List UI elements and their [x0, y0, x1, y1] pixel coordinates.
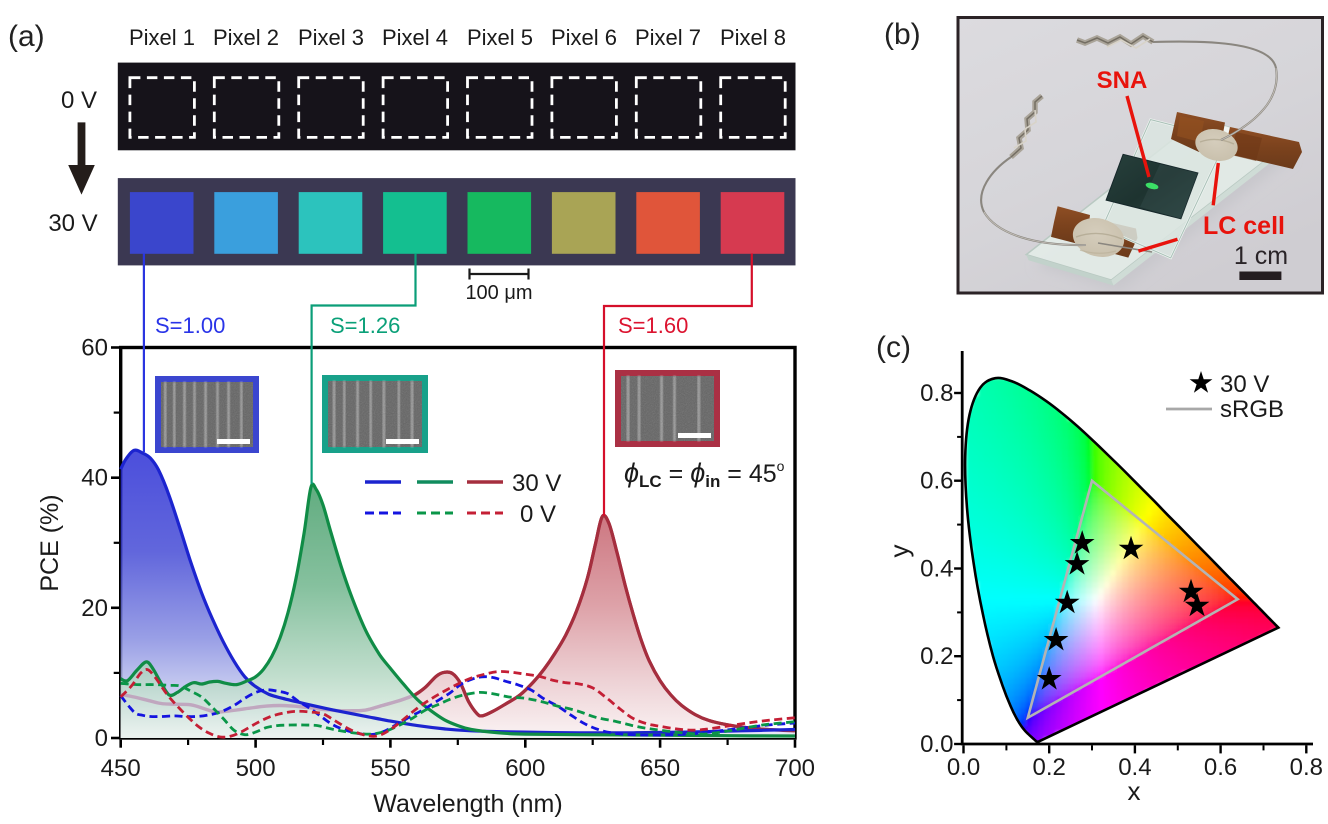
- svg-text:LC cell: LC cell: [1203, 212, 1285, 240]
- svg-text:100 μm: 100 μm: [465, 282, 532, 304]
- svg-text:60: 60: [81, 335, 108, 362]
- svg-text:0.6: 0.6: [920, 468, 953, 495]
- svg-text:650: 650: [640, 755, 680, 782]
- svg-text:30 V: 30 V: [1220, 371, 1269, 398]
- svg-text:0.8: 0.8: [1290, 754, 1323, 781]
- svg-text:0 V: 0 V: [61, 87, 97, 114]
- svg-text:S=1.60: S=1.60: [618, 313, 688, 338]
- svg-text:0: 0: [95, 725, 108, 752]
- svg-text:0.0: 0.0: [920, 731, 953, 758]
- svg-text:0.8: 0.8: [920, 380, 953, 407]
- svg-text:Wavelength (nm): Wavelength (nm): [373, 790, 562, 818]
- svg-text:0.6: 0.6: [1204, 754, 1237, 781]
- svg-text:0.0: 0.0: [947, 754, 980, 781]
- svg-text:ϕLC = ϕin = 45o: ϕLC = ϕin = 45o: [624, 458, 785, 491]
- svg-text:Pixel 2: Pixel 2: [213, 25, 279, 50]
- svg-text:20: 20: [81, 595, 108, 622]
- svg-text:0.4: 0.4: [1118, 754, 1151, 781]
- svg-text:700: 700: [775, 755, 815, 782]
- svg-text:(c): (c): [876, 331, 911, 364]
- svg-text:Pixel 3: Pixel 3: [298, 25, 364, 50]
- svg-text:1 cm: 1 cm: [1234, 242, 1288, 270]
- svg-text:Pixel 4: Pixel 4: [382, 25, 448, 50]
- svg-text:(a): (a): [8, 20, 45, 53]
- svg-text:600: 600: [505, 755, 545, 782]
- svg-text:0.2: 0.2: [1033, 754, 1066, 781]
- svg-text:PCE (%): PCE (%): [36, 494, 64, 591]
- svg-text:30 V: 30 V: [48, 210, 97, 237]
- svg-text:Pixel 1: Pixel 1: [129, 25, 195, 50]
- svg-text:SNA: SNA: [1097, 67, 1148, 94]
- svg-text:Pixel 5: Pixel 5: [467, 25, 533, 50]
- svg-text:30 V: 30 V: [512, 470, 561, 497]
- svg-text:550: 550: [370, 755, 410, 782]
- svg-text:500: 500: [236, 755, 276, 782]
- svg-text:S=1.00: S=1.00: [155, 313, 225, 338]
- svg-text:(b): (b): [884, 18, 921, 51]
- svg-text:0 V: 0 V: [520, 501, 556, 528]
- svg-text:Pixel 6: Pixel 6: [551, 25, 617, 50]
- svg-text:y: y: [884, 545, 914, 558]
- svg-text:Pixel 8: Pixel 8: [720, 25, 786, 50]
- svg-text:x: x: [1128, 776, 1141, 806]
- svg-text:S=1.26: S=1.26: [330, 313, 400, 338]
- svg-text:0.4: 0.4: [920, 556, 953, 583]
- svg-text:450: 450: [101, 755, 141, 782]
- svg-text:sRGB: sRGB: [1220, 396, 1284, 423]
- svg-text:40: 40: [81, 465, 108, 492]
- svg-text:0.2: 0.2: [920, 643, 953, 670]
- svg-text:Pixel 7: Pixel 7: [635, 25, 701, 50]
